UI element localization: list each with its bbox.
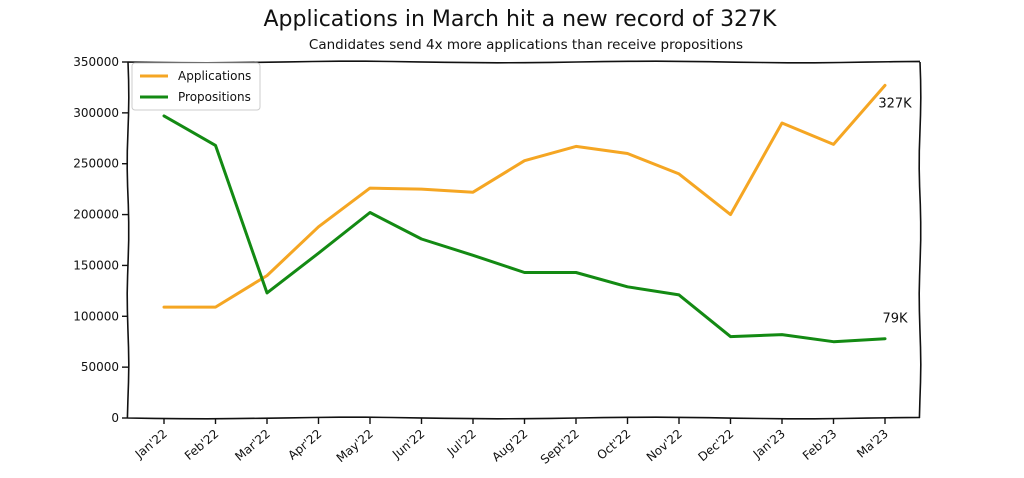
y-tick-label: 300000 [73,106,119,120]
x-tick-label: Jun'22 [389,427,427,462]
legend: Applications Propositions [131,62,261,111]
x-axis: Jan'22 Feb'22 Mar'22 Apr'22 May'22 Jun'22 Jul'… [132,418,891,467]
x-tick-label: Feb'22 [182,427,222,463]
x-tick-label: Jul'22 [444,427,479,460]
legend-label-propositions: Propositions [178,90,251,104]
annotation-label: 79K [882,312,908,327]
series-line-propositions [162,114,887,344]
y-tick-label: 350000 [73,55,119,69]
y-tick-label: 150000 [73,258,119,272]
y-axis: 0 50000 100000 150000 200000 250000 300000 3500… [73,55,128,425]
x-tick-label: Mar'22 [232,427,273,464]
x-tick-label: Apr'22 [285,427,324,463]
x-tick-label: Sept'22 [538,427,582,467]
x-tick-label: Dec'22 [695,427,736,465]
x-tick-label: Ma'23 [854,427,891,461]
x-tick-label: Jan'22 [132,427,170,462]
x-tick-label: Jan'23 [750,427,788,462]
x-tick-label: Nov'22 [644,427,685,465]
chart-title: Applications in March hit a new record o… [264,7,778,32]
series-layer [162,83,887,344]
series-line-applications [162,83,887,309]
y-tick-label: 0 [111,411,119,425]
y-tick-label: 200000 [73,208,119,222]
plot-frame [126,60,922,420]
legend-label-applications: Applications [178,69,251,83]
y-tick-label: 100000 [73,309,119,323]
x-tick-label: Feb'23 [800,427,840,463]
x-tick-label: May'22 [334,427,376,466]
x-tick-label: Aug'22 [489,427,530,465]
y-tick-label: 50000 [81,360,119,374]
y-tick-label: 250000 [73,157,119,171]
annotation-label: 327K [878,96,912,111]
annotation-layer: 327K 79K [878,96,912,326]
x-tick-label: Oct'22 [594,427,633,463]
chart-subtitle: Candidates send 4x more applications tha… [309,37,743,53]
